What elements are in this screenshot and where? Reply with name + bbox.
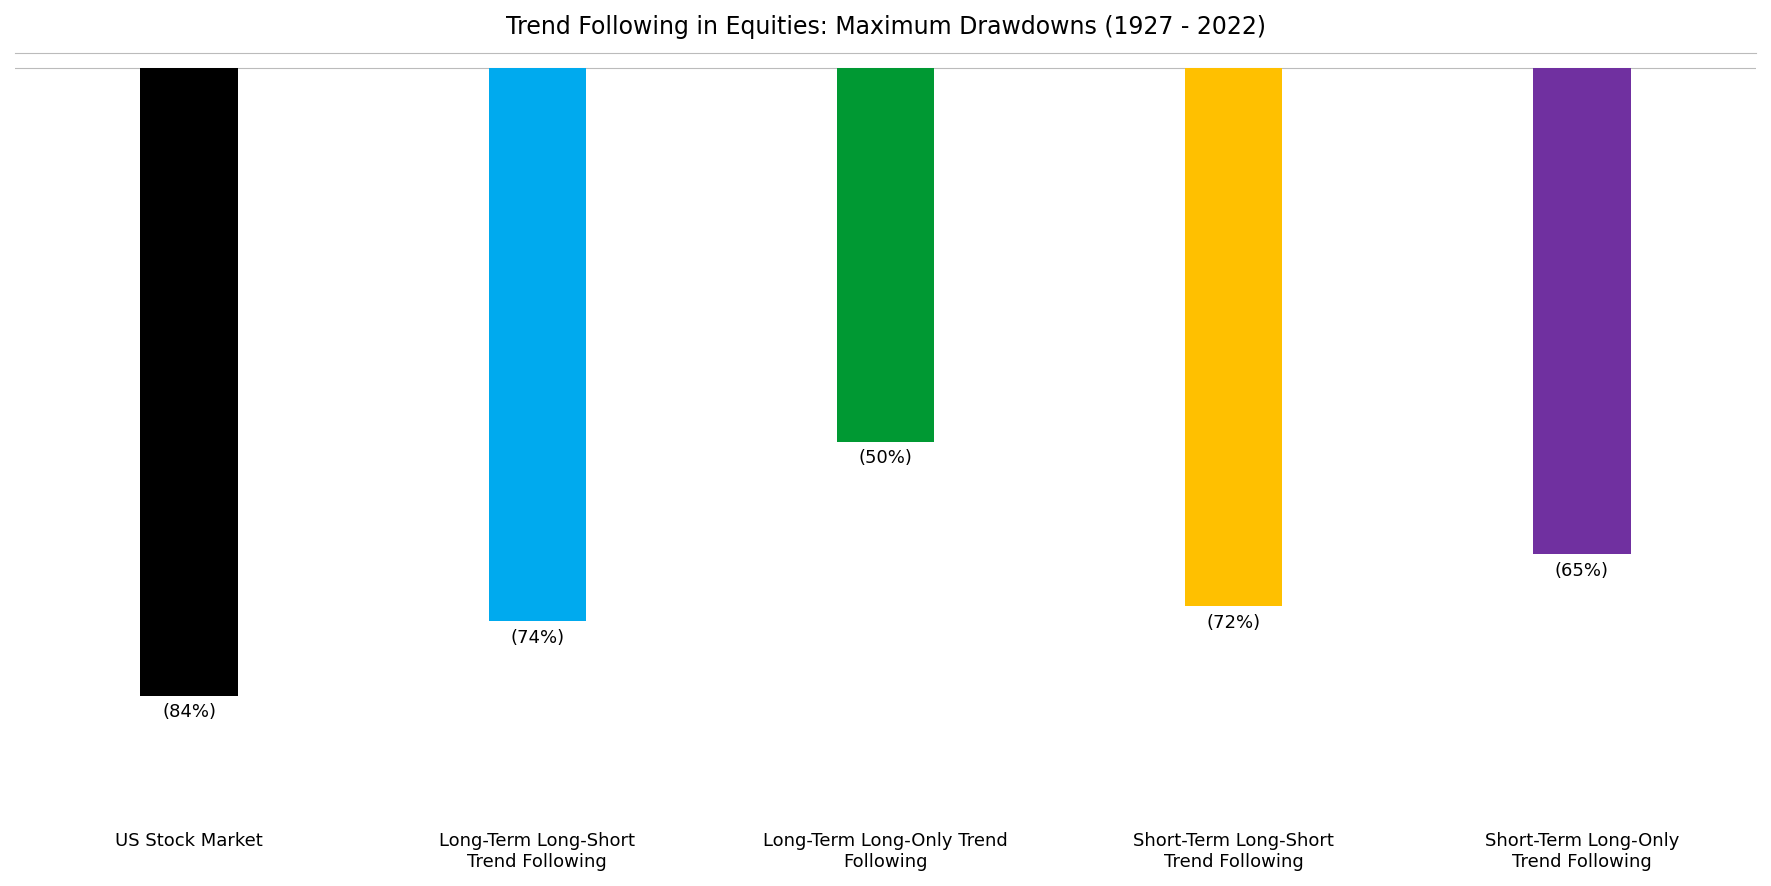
- Text: (74%): (74%): [510, 629, 565, 647]
- Bar: [836, 68, 935, 442]
- Text: (65%): (65%): [1555, 562, 1608, 579]
- Bar: [140, 68, 237, 696]
- Bar: [1185, 68, 1282, 606]
- Text: (84%): (84%): [163, 703, 216, 721]
- Text: (72%): (72%): [1206, 614, 1261, 632]
- Text: (50%): (50%): [859, 449, 912, 468]
- Title: Trend Following in Equities: Maximum Drawdowns (1927 - 2022): Trend Following in Equities: Maximum Dra…: [505, 15, 1266, 39]
- Bar: [489, 68, 586, 621]
- Bar: [1534, 68, 1631, 554]
